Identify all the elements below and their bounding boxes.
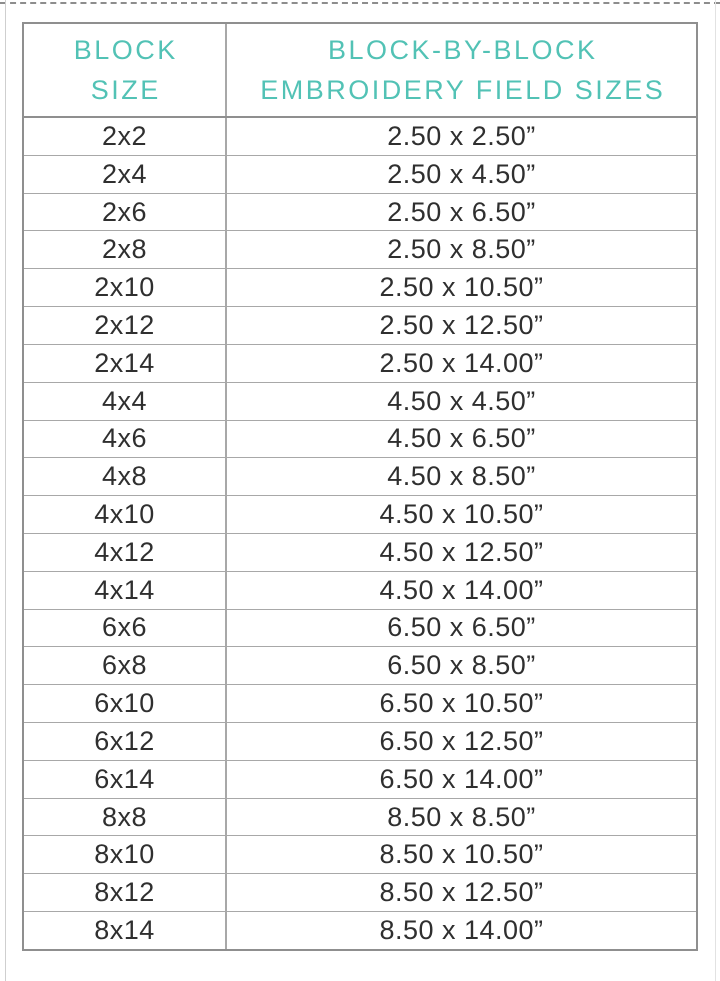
block-size-cell: 2x2 — [24, 118, 227, 155]
table-row: 2x10 2.50 x 10.50” — [24, 268, 696, 307]
table-row: 8x12 8.50 x 12.50” — [24, 873, 696, 912]
block-size-cell: 4x8 — [24, 458, 227, 496]
field-size-cell: 8.50 x 14.00” — [379, 914, 544, 945]
table-row: 4x12 4.50 x 12.50” — [24, 532, 696, 571]
field-size-cell: 6.50 x 6.50” — [387, 612, 536, 643]
table-row: 2x14 2.50 x 14.00” — [24, 343, 696, 382]
block-size-cell: 8x8 — [24, 798, 227, 836]
field-size-cell: 2.50 x 4.50” — [387, 158, 536, 189]
table-row: 8x10 8.50 x 10.50” — [24, 835, 696, 874]
table-row: 8x8 8.50 x 8.50” — [24, 797, 696, 836]
field-size-cell: 8.50 x 8.50” — [387, 801, 536, 832]
field-size-cell: 4.50 x 12.50” — [379, 536, 544, 567]
field-size-cell: 6.50 x 10.50” — [379, 688, 544, 719]
field-size-cell: 4.50 x 4.50” — [387, 385, 536, 416]
page-edge-left — [5, 0, 6, 981]
table-row: 4x6 4.50 x 6.50” — [24, 419, 696, 458]
block-size-cell: 4x6 — [24, 420, 227, 458]
block-size-cell: 2x12 — [24, 307, 227, 344]
header-block-size-line1: BLOCK — [73, 35, 178, 65]
field-size-cell: 2.50 x 8.50” — [387, 234, 536, 265]
field-size-cell: 6.50 x 14.00” — [379, 763, 544, 794]
block-size-cell: 2x10 — [24, 269, 227, 307]
field-size-cell: 4.50 x 10.50” — [379, 499, 544, 530]
block-size-cell: 8x10 — [24, 836, 227, 874]
block-size-cell: 2x6 — [24, 193, 227, 231]
embroidery-size-chart-table: BLOCK SIZE BLOCK-BY-BLOCK EMBROIDERY FIE… — [22, 22, 698, 951]
table-row: 4x14 4.50 x 14.00” — [24, 570, 696, 609]
block-size-cell: 4x4 — [24, 382, 227, 420]
block-size-cell: 6x12 — [24, 723, 227, 760]
block-size-cell: 2x4 — [24, 155, 227, 193]
table-row: 2x4 2.50 x 4.50” — [24, 154, 696, 193]
page-edge-top — [0, 2, 720, 4]
block-size-cell: 4x14 — [24, 571, 227, 609]
page-edge-right — [715, 0, 716, 981]
field-size-cell: 4.50 x 6.50” — [387, 423, 536, 454]
table-row: 4x10 4.50 x 10.50” — [24, 495, 696, 533]
block-size-cell: 2x14 — [24, 344, 227, 382]
block-size-cell: 6x8 — [24, 647, 227, 685]
table-row: 8x14 8.50 x 14.00” — [24, 911, 696, 949]
table-row: 2x12 2.50 x 12.50” — [24, 306, 696, 344]
block-size-cell: 6x6 — [24, 609, 227, 647]
table-row: 6x6 6.50 x 6.50” — [24, 608, 696, 647]
field-size-cell: 2.50 x 14.00” — [379, 347, 544, 378]
table-row: 4x8 4.50 x 8.50” — [24, 457, 696, 496]
block-size-cell: 2x8 — [24, 231, 227, 269]
table-row: 2x2 2.50 x 2.50” — [24, 118, 696, 155]
table-row: 6x8 6.50 x 8.50” — [24, 646, 696, 685]
table-header-row: BLOCK SIZE BLOCK-BY-BLOCK EMBROIDERY FIE… — [24, 24, 696, 118]
field-size-cell: 8.50 x 10.50” — [379, 839, 544, 870]
block-size-cell: 6x14 — [24, 760, 227, 798]
block-size-cell: 8x12 — [24, 874, 227, 912]
block-size-cell: 4x10 — [24, 496, 227, 533]
field-size-cell: 4.50 x 8.50” — [387, 461, 536, 492]
field-size-cell: 2.50 x 6.50” — [387, 196, 536, 227]
header-field-sizes-line1: BLOCK-BY-BLOCK — [327, 35, 598, 65]
field-size-cell: 6.50 x 12.50” — [379, 725, 544, 756]
block-size-cell: 4x12 — [24, 533, 227, 571]
table-row: 2x6 2.50 x 6.50” — [24, 192, 696, 231]
header-cell-field-sizes: BLOCK-BY-BLOCK EMBROIDERY FIELD SIZES — [227, 24, 696, 116]
table-row: 2x8 2.50 x 8.50” — [24, 230, 696, 269]
table-row: 6x12 6.50 x 12.50” — [24, 722, 696, 760]
block-size-cell: 8x14 — [24, 912, 227, 949]
table-row: 6x14 6.50 x 14.00” — [24, 759, 696, 798]
field-size-cell: 8.50 x 12.50” — [379, 877, 544, 908]
header-field-sizes-line2: EMBROIDERY FIELD SIZES — [260, 75, 666, 105]
table-row: 6x10 6.50 x 10.50” — [24, 684, 696, 722]
block-size-cell: 6x10 — [24, 685, 227, 722]
header-block-size-line2: SIZE — [90, 75, 161, 105]
field-size-cell: 4.50 x 14.00” — [379, 574, 544, 605]
header-cell-block-size: BLOCK SIZE — [24, 24, 227, 116]
field-size-cell: 6.50 x 8.50” — [387, 650, 536, 681]
field-size-cell: 2.50 x 2.50” — [387, 120, 536, 151]
table-body: 2x2 2.50 x 2.50” 2x4 2.50 x 4.50” 2x6 2.… — [24, 118, 696, 949]
field-size-cell: 2.50 x 12.50” — [379, 309, 544, 340]
table-row: 4x4 4.50 x 4.50” — [24, 381, 696, 420]
field-size-cell: 2.50 x 10.50” — [379, 272, 544, 303]
